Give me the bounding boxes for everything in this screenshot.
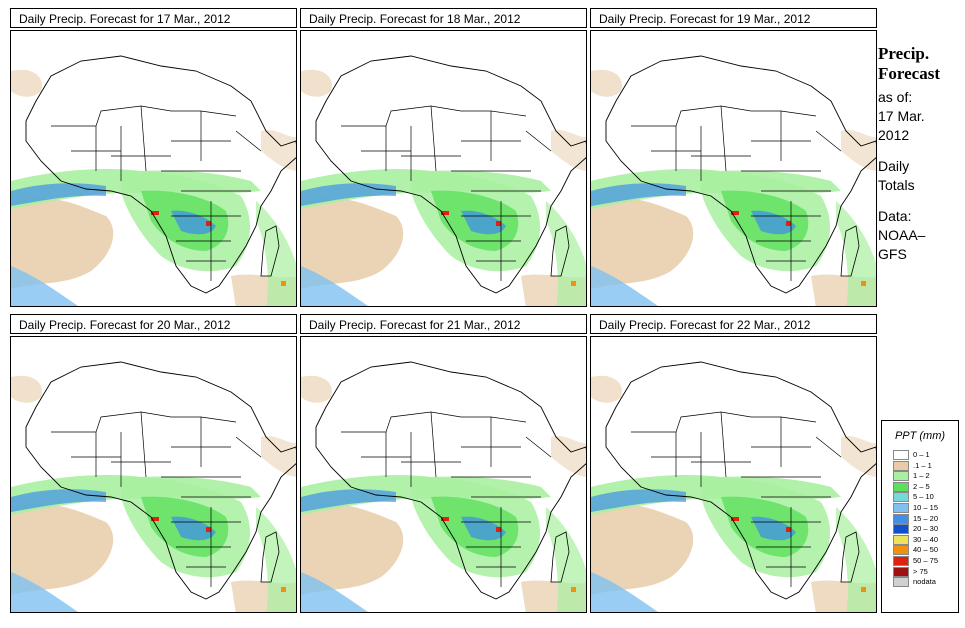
legend-item: 20 – 30 — [882, 524, 958, 535]
legend-swatch — [893, 524, 909, 535]
legend-label: 2 – 5 — [913, 481, 930, 491]
legend-swatch — [893, 450, 909, 460]
precip-map — [10, 336, 297, 613]
legend-swatch — [893, 513, 909, 524]
legend-item: 0 – 1 — [882, 450, 958, 461]
legend-swatch — [893, 460, 909, 471]
legend-label: > 75 — [913, 566, 928, 576]
legend-swatch — [893, 481, 909, 492]
legend-swatch — [893, 471, 909, 482]
precip-map — [300, 30, 587, 307]
legend-label: 15 – 20 — [913, 513, 939, 523]
legend-item: 5 – 10 — [882, 492, 958, 503]
panel-title: Daily Precip. Forecast for 19 Mar., 2012 — [590, 8, 877, 28]
legend-item: > 75 — [882, 566, 958, 578]
panel-title: Daily Precip. Forecast for 21 Mar., 2012 — [300, 314, 587, 334]
heading-line2: Forecast — [878, 64, 940, 83]
precip-map — [10, 30, 297, 307]
legend-swatch — [893, 555, 909, 566]
asof-label: as of: — [878, 89, 913, 105]
precip-map — [590, 336, 877, 613]
legend-item: 50 – 75 — [882, 555, 958, 567]
legend-label: 0 – 1 — [913, 450, 930, 459]
legend-item: 15 – 20 — [882, 513, 958, 525]
legend-item: 1 – 2 — [882, 471, 958, 482]
legend-swatch — [893, 577, 909, 588]
legend-label: 10 – 15 — [913, 502, 939, 512]
legend-item: .1 – 1 — [882, 460, 958, 472]
legend-swatch — [893, 492, 909, 503]
panel-title: Daily Precip. Forecast for 20 Mar., 2012 — [10, 314, 297, 334]
legend-swatch — [893, 502, 909, 513]
legend-label: .1 – 1 — [913, 460, 932, 470]
legend-swatch — [893, 534, 909, 545]
panel-title: Daily Precip. Forecast for 18 Mar., 2012 — [300, 8, 587, 28]
legend-item: 2 – 5 — [882, 481, 958, 493]
precip-map — [590, 30, 877, 307]
legend-item: 40 – 50 — [882, 545, 958, 556]
legend-item: nodata — [882, 577, 958, 588]
data-label3: GFS — [878, 246, 907, 262]
legend-label: 50 – 75 — [913, 555, 939, 565]
asof-date1: 17 Mar. — [878, 108, 925, 124]
daily-label1: Daily — [878, 158, 910, 174]
panel-title: Daily Precip. Forecast for 17 Mar., 2012 — [10, 8, 297, 28]
panel-title: Daily Precip. Forecast for 22 Mar., 2012 — [590, 314, 877, 334]
legend-label: 30 – 40 — [913, 534, 939, 544]
legend-title: PPT (mm) — [894, 430, 946, 442]
asof-date2: 2012 — [878, 127, 910, 143]
data-label2: NOAA– — [878, 227, 926, 243]
legend-swatch — [893, 566, 909, 577]
legend-item: 30 – 40 — [882, 534, 958, 546]
forecast-info: Precip. Forecast as of: 17 Mar. 2012 Dai… — [878, 44, 963, 264]
precip-map — [300, 336, 587, 613]
legend-swatch — [893, 545, 909, 556]
legend-label: 5 – 10 — [913, 492, 934, 502]
legend-label: 20 – 30 — [913, 524, 939, 534]
data-label1: Data: — [878, 208, 912, 224]
daily-label2: Totals — [878, 177, 915, 193]
legend-item: 10 – 15 — [882, 502, 958, 514]
legend-label: nodata — [913, 577, 936, 587]
legend-label: 40 – 50 — [913, 545, 939, 555]
legend-label: 1 – 2 — [913, 471, 930, 481]
heading-line1: Precip. — [878, 44, 930, 63]
